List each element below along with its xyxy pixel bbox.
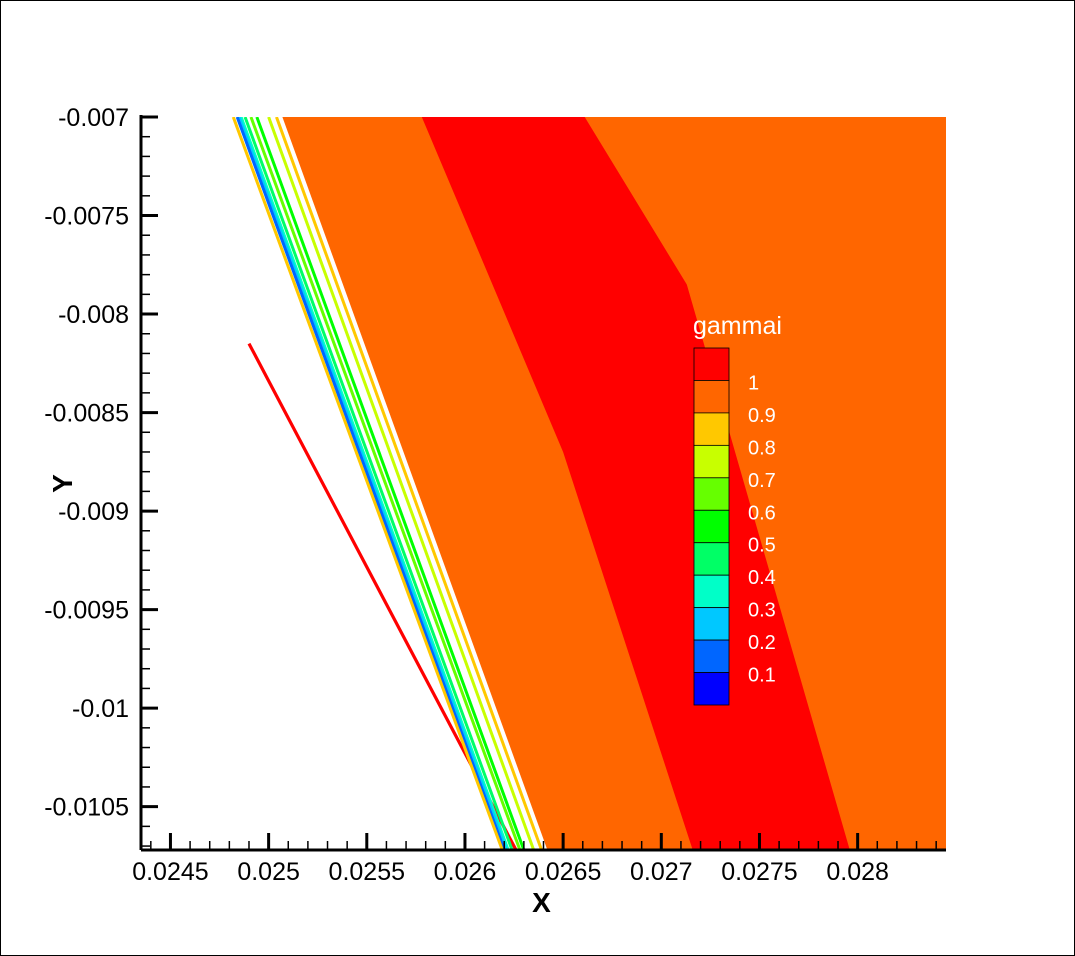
legend-label-9: 0.1 [748,665,776,687]
x-tick-label-7: 0.028 [826,858,889,886]
y-tick-label-0: -0.007 [58,104,129,132]
interface-layer-6 [239,117,510,850]
x-tick-label-6: 0.0275 [721,858,797,886]
legend-swatch-6 [693,542,730,576]
x-tick-label-5: 0.027 [630,858,693,886]
y-axis-title: Y [47,474,78,493]
y-tick-label-7: -0.0105 [44,794,129,822]
interface-layer-7 [237,117,508,850]
legend-label-8: 0.2 [748,632,776,654]
y-tick-label-5: -0.0095 [44,597,129,625]
legend-swatch-0 [693,347,730,381]
legend-title: gammai [693,312,782,340]
y-tick-label-6: -0.01 [72,695,129,723]
x-tick-label-1: 0.025 [237,858,300,886]
legend-swatch-4 [693,477,730,511]
y-tick-label-2: -0.008 [58,301,129,329]
legend-swatch-1 [693,380,730,414]
contour-field [231,117,946,850]
interface-layer-9 [231,117,504,850]
legend-swatch-5 [693,509,730,544]
interface-layer-0 [275,117,543,850]
interface-layer-3 [249,117,522,850]
legend-label-3: 0.7 [748,470,776,492]
legend-swatch-2 [693,412,730,446]
x-tick-label-0: 0.0245 [132,858,208,886]
y-tick-label-1: -0.0075 [44,203,129,231]
legend-swatch-10 [693,672,730,706]
legend-label-6: 0.4 [748,567,776,589]
region-high-band [421,117,850,850]
legend-label-7: 0.3 [748,600,776,622]
legend-swatch-3 [693,444,730,479]
interface-layer-2 [255,117,526,850]
x-tick-label-4: 0.0265 [525,858,601,886]
legend-label-0: 1 [748,372,759,394]
x-tick-label-3: 0.026 [434,858,497,886]
legend: gammai 1 0.9 0.8 0.7 0.6 0.5 0.4 0.3 0.2 0.1 [693,312,782,706]
legend-swatch-8 [693,607,730,641]
interface-layer-8 [235,117,506,850]
legend-swatch-7 [693,574,730,609]
x-axis-title: X [532,887,551,918]
legend-label-2: 0.8 [748,437,776,459]
interface-layer-5 [243,117,514,850]
y-tick-label-3: -0.0085 [44,400,129,428]
legend-label-1: 0.9 [748,405,776,427]
interface-layer-1 [267,117,536,850]
legend-swatch-9 [693,639,730,673]
legend-label-4: 0.6 [748,502,776,524]
legend-label-5: 0.5 [748,535,776,557]
y-tick-label-4: -0.009 [58,498,129,526]
x-tick-label-2: 0.0255 [329,858,405,886]
